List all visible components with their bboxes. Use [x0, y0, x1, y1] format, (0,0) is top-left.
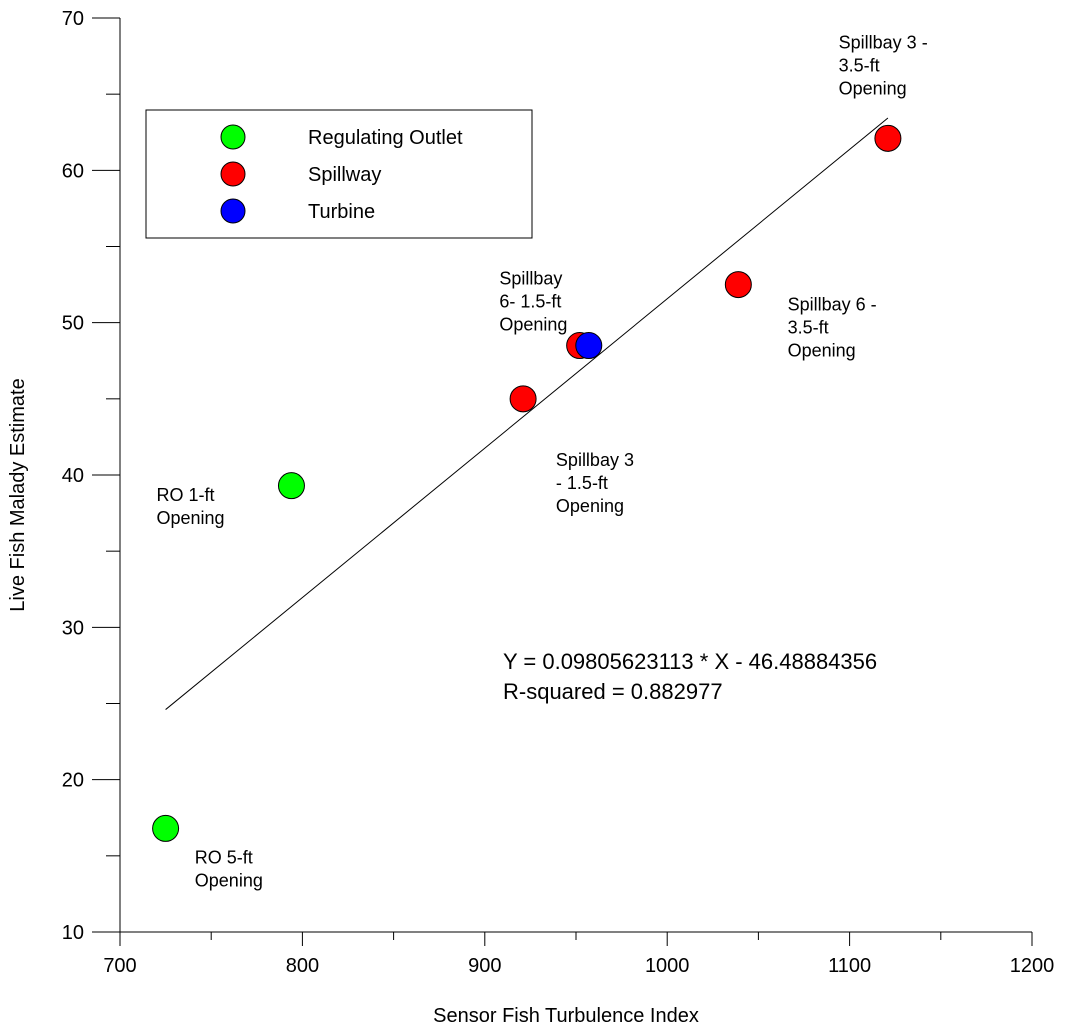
data-point-spillway: [724, 271, 752, 299]
data-point-spillway: [509, 385, 537, 413]
x-tick-label: 900: [468, 955, 501, 977]
x-axis-title: Sensor Fish Turbulence Index: [433, 1005, 699, 1027]
annotation-label: RO 1-ft: [156, 485, 214, 505]
annotation-label: Opening: [839, 78, 907, 98]
annotation-label: - 1.5-ft: [556, 473, 608, 493]
y-tick-label: 40: [62, 465, 84, 487]
regression-line-group: [165, 117, 889, 710]
data-point-turbine: [575, 332, 603, 360]
y-axis-title: Live Fish Malady Estimate: [7, 378, 29, 611]
y-tick-label: 10: [62, 922, 84, 944]
legend-label: Spillway: [308, 164, 381, 186]
x-tick-label: 1200: [1010, 955, 1055, 977]
y-tick-label: 50: [62, 313, 84, 335]
annotation-label: 6- 1.5-ft: [499, 292, 561, 312]
annotation-label: RO 5-ft: [195, 847, 253, 867]
y-tick-label: 70: [62, 8, 84, 30]
legend-marker: [220, 124, 246, 150]
annotation-label: Opening: [195, 870, 263, 890]
data-points: [152, 124, 902, 842]
x-tick-label: 1000: [645, 955, 690, 977]
y-tick-label: 60: [62, 160, 84, 182]
annotation-label: 3.5-ft: [788, 317, 829, 337]
regression-equation: Y = 0.09805623113 * X - 46.48884356 R-squ…: [503, 649, 877, 704]
legend-label: Regulating Outlet: [308, 127, 463, 149]
data-point-spillway: [874, 124, 902, 152]
annotation-label: Spillbay: [499, 269, 562, 289]
annotation-label: Opening: [788, 340, 856, 360]
annotation-label: Spillbay 3: [556, 450, 634, 470]
x-tick-label: 800: [286, 955, 319, 977]
annotation-label: 3.5-ft: [839, 55, 880, 75]
legend: Regulating Outlet Spillway Turbine: [145, 109, 533, 239]
annotation-label: Opening: [556, 496, 624, 516]
data-point-regulating-outlet: [152, 814, 180, 842]
regression-line: [165, 117, 889, 710]
point-annotations: Spillbay 3 - 3.5-ft Opening Spillbay 6- 1.5-…: [156, 32, 927, 890]
legend-label: Turbine: [308, 201, 375, 223]
legend-marker: [220, 198, 246, 224]
annotation-label: Spillbay 3 -: [839, 32, 928, 52]
data-point-regulating-outlet: [277, 472, 305, 500]
legend-box: [145, 109, 533, 239]
y-tick-label: 20: [62, 770, 84, 792]
annotation-label: Spillbay 6 -: [788, 294, 877, 314]
legend-marker: [220, 161, 246, 187]
x-tick-label: 1100: [828, 955, 871, 977]
annotation-label: Opening: [156, 508, 224, 528]
annotation-label: Opening: [499, 315, 567, 335]
equation-line: Y = 0.09805623113 * X - 46.48884356: [503, 649, 877, 674]
axes: 700 800 900 1000 1100 1200 10 20 30 40 50 60 70 Senso…: [7, 8, 1054, 1027]
equation-line: R-squared = 0.882977: [503, 679, 723, 704]
y-tick-label: 30: [62, 617, 84, 639]
x-tick-label: 700: [103, 955, 136, 977]
